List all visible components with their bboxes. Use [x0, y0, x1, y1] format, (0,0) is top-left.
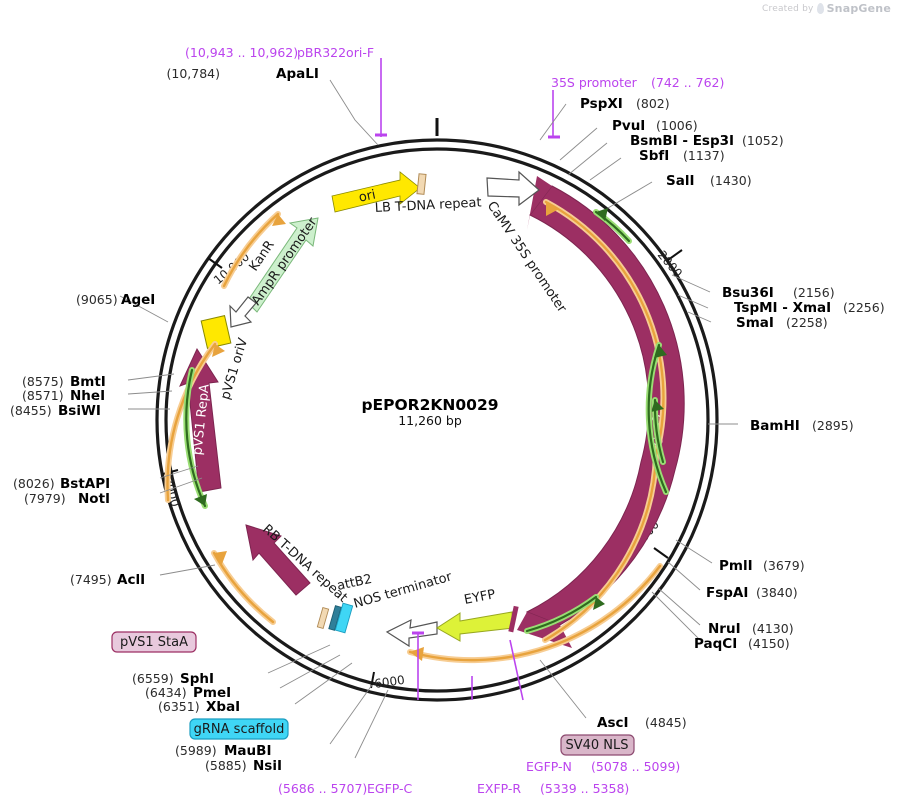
- primer-name-35s-promoter[interactable]: 35S promoter: [551, 75, 638, 90]
- enzyme-name-smai[interactable]: SmaI: [736, 315, 774, 331]
- enzyme-name-nsii[interactable]: NsiI: [253, 758, 282, 774]
- enzyme-pos-bsu36i: (2156): [793, 285, 835, 300]
- badge-sv40-nls[interactable]: SV40 NLS: [560, 734, 635, 756]
- enzyme-name-xbai[interactable]: XbaI: [206, 699, 240, 715]
- feature-ori[interactable]: ori: [331, 171, 421, 213]
- feature-label-pvs1-repa: pVS1 RepA: [190, 383, 212, 456]
- primer-range-pbr322ori-f[interactable]: (10,943 .. 10,962): [185, 45, 298, 60]
- enzyme-pos-fspai: (3840): [756, 585, 798, 600]
- plasmid-size: 11,260 bp: [398, 413, 462, 428]
- enzyme-labels-left: (10,784) ApaLI (9065) AgeI (8575) BmtI (…: [10, 66, 319, 774]
- primer-range-egfp-n[interactable]: (5078 .. 5099): [591, 759, 680, 774]
- enzyme-pos-sphi: (6559): [132, 671, 174, 686]
- enzyme-name-sphi[interactable]: SphI: [180, 671, 214, 687]
- enzyme-pos-paqci: (4150): [748, 636, 790, 651]
- badge-pvs1-staa[interactable]: pVS1 StaA: [111, 631, 197, 653]
- enzyme-pos-sali: (1430): [710, 173, 752, 188]
- plasmid-name: pEPOR2KN0029: [361, 396, 498, 414]
- enzyme-name-sbfi[interactable]: SbfI: [639, 148, 669, 164]
- enzyme-name-agei[interactable]: AgeI: [121, 292, 155, 308]
- enzyme-name-pvui[interactable]: PvuI: [612, 118, 645, 134]
- enzyme-name-fspai[interactable]: FspAI: [706, 585, 748, 601]
- enzyme-pos-xbai: (6351): [158, 699, 200, 714]
- enzyme-name-bamhi[interactable]: BamHI: [750, 418, 800, 434]
- enzyme-pos-bsmbi-esp3i: (1052): [742, 133, 784, 148]
- enzyme-name-apali[interactable]: ApaLI: [276, 66, 319, 82]
- feature-label-lb-tdna-repeat: LB T-DNA repeat: [374, 195, 482, 216]
- enzyme-name-bsu36i[interactable]: Bsu36I: [722, 285, 774, 301]
- enzyme-pos-bsiwi: (8455): [10, 403, 52, 418]
- enzyme-pos-noti: (7979): [24, 491, 66, 506]
- feature-label-pvs1-oriv: pVS1 oriV: [218, 336, 251, 401]
- feature-eyfp[interactable]: EYFP: [436, 587, 519, 642]
- enzyme-name-acli[interactable]: AclI: [117, 572, 145, 588]
- enzyme-name-maubi[interactable]: MauBI: [224, 743, 271, 759]
- tick-label-6000: 6000: [373, 673, 405, 691]
- enzyme-pos-nrui: (4130): [752, 621, 794, 636]
- enzyme-pos-pspxi: (802): [636, 96, 670, 111]
- plasmid-center-title: pEPOR2KN0029 11,260 bp: [361, 396, 498, 428]
- enzyme-pos-pmei: (6434): [145, 685, 187, 700]
- enzyme-pos-asci: (4845): [645, 715, 687, 730]
- watermark-prefix: Created by: [762, 3, 814, 14]
- enzyme-name-pmei[interactable]: PmeI: [193, 685, 231, 701]
- enzyme-name-nrui[interactable]: NruI: [708, 621, 741, 637]
- primer-range-exfp-r[interactable]: (5339 .. 5358): [540, 781, 629, 796]
- primer-name-pbr322ori-f[interactable]: pBR322ori-F: [297, 45, 374, 60]
- feature-kanr[interactable]: KanR: [246, 217, 319, 313]
- purple-primer-markers: [375, 58, 560, 701]
- enzyme-pos-agei: (9065): [76, 292, 118, 307]
- enzyme-pos-pvui: (1006): [656, 118, 698, 133]
- primer-name-exfp-r[interactable]: EXFP-R: [477, 781, 521, 796]
- enzyme-name-paqci[interactable]: PaqCI: [694, 636, 737, 652]
- snapgene-watermark: Created by SnapGene: [762, 2, 891, 15]
- enzyme-name-bsmbi-esp3i[interactable]: BsmBI - Esp3I: [630, 133, 734, 149]
- badge-label-sv40-nls: SV40 NLS: [565, 738, 628, 753]
- enzyme-name-pmli[interactable]: PmlI: [719, 558, 753, 574]
- badge-label-grna-scaffold: gRNA scaffold: [194, 722, 285, 737]
- enzyme-pos-nsii: (5885): [205, 758, 247, 773]
- enzyme-pos-acli: (7495): [70, 572, 112, 587]
- enzyme-name-pspxi[interactable]: PspXI: [580, 96, 623, 112]
- enzyme-pos-tspmi-xmai: (2256): [843, 300, 885, 315]
- enzyme-pos-pmli: (3679): [763, 558, 805, 573]
- enzyme-leader-lines: [119, 79, 738, 759]
- enzyme-pos-maubi: (5989): [175, 743, 217, 758]
- enzyme-name-sali[interactable]: SalI: [666, 173, 694, 189]
- enzyme-name-bmti[interactable]: BmtI: [70, 374, 106, 390]
- green-primer-arcs: [183, 208, 669, 634]
- feature-rb-tdna-repeat[interactable]: RB T-DNA repeat: [245, 522, 350, 606]
- primer-name-egfp-c[interactable]: EGFP-C: [367, 781, 413, 796]
- watermark-brand: SnapGene: [826, 2, 891, 15]
- enzyme-name-noti[interactable]: NotI: [78, 491, 110, 507]
- primer-name-egfp-n[interactable]: EGFP-N: [526, 759, 572, 774]
- badge-label-pvs1-staa: pVS1 StaA: [120, 635, 188, 650]
- feature-label-ori: ori: [357, 187, 377, 205]
- enzyme-name-nhei[interactable]: NheI: [70, 388, 105, 404]
- feature-label-attb2: attB2: [336, 572, 374, 594]
- enzyme-pos-sbfi: (1137): [683, 148, 725, 163]
- primer-range-35s-promoter[interactable]: (742 .. 762): [651, 75, 724, 90]
- feature-label-eyfp: EYFP: [463, 587, 497, 608]
- enzyme-pos-smai: (2258): [786, 315, 828, 330]
- enzyme-name-tspmi-xmai[interactable]: TspMI - XmaI: [734, 300, 831, 316]
- plasmid-backbone: [155, 138, 719, 702]
- badge-grna-scaffold[interactable]: gRNA scaffold: [189, 718, 289, 740]
- enzyme-pos-bamhi: (2895): [812, 418, 854, 433]
- snapgene-drop-icon: [816, 3, 824, 14]
- feature-lb-tdna-repeat[interactable]: LB T-DNA repeat: [374, 173, 482, 216]
- enzyme-pos-nhei: (8571): [22, 388, 64, 403]
- enzyme-labels-right: PspXI (802) PvuI (1006) BsmBI - Esp3I (1…: [580, 96, 885, 731]
- enzyme-pos-bmti: (8575): [22, 374, 64, 389]
- enzyme-name-bstapi[interactable]: BstAPI: [60, 476, 110, 492]
- enzyme-name-asci[interactable]: AscI: [597, 715, 629, 731]
- primer-labels: (10,943 .. 10,962) pBR322ori-F 35S promo…: [185, 45, 724, 796]
- enzyme-name-bsiwi[interactable]: BsiWI: [58, 403, 101, 419]
- primer-range-egfp-c[interactable]: (5686 .. 5707): [278, 781, 367, 796]
- enzyme-pos-bstapi: (8026): [13, 476, 55, 491]
- feature-attb2[interactable]: attB2: [316, 572, 374, 634]
- enzyme-pos-apali: (10,784): [167, 66, 221, 81]
